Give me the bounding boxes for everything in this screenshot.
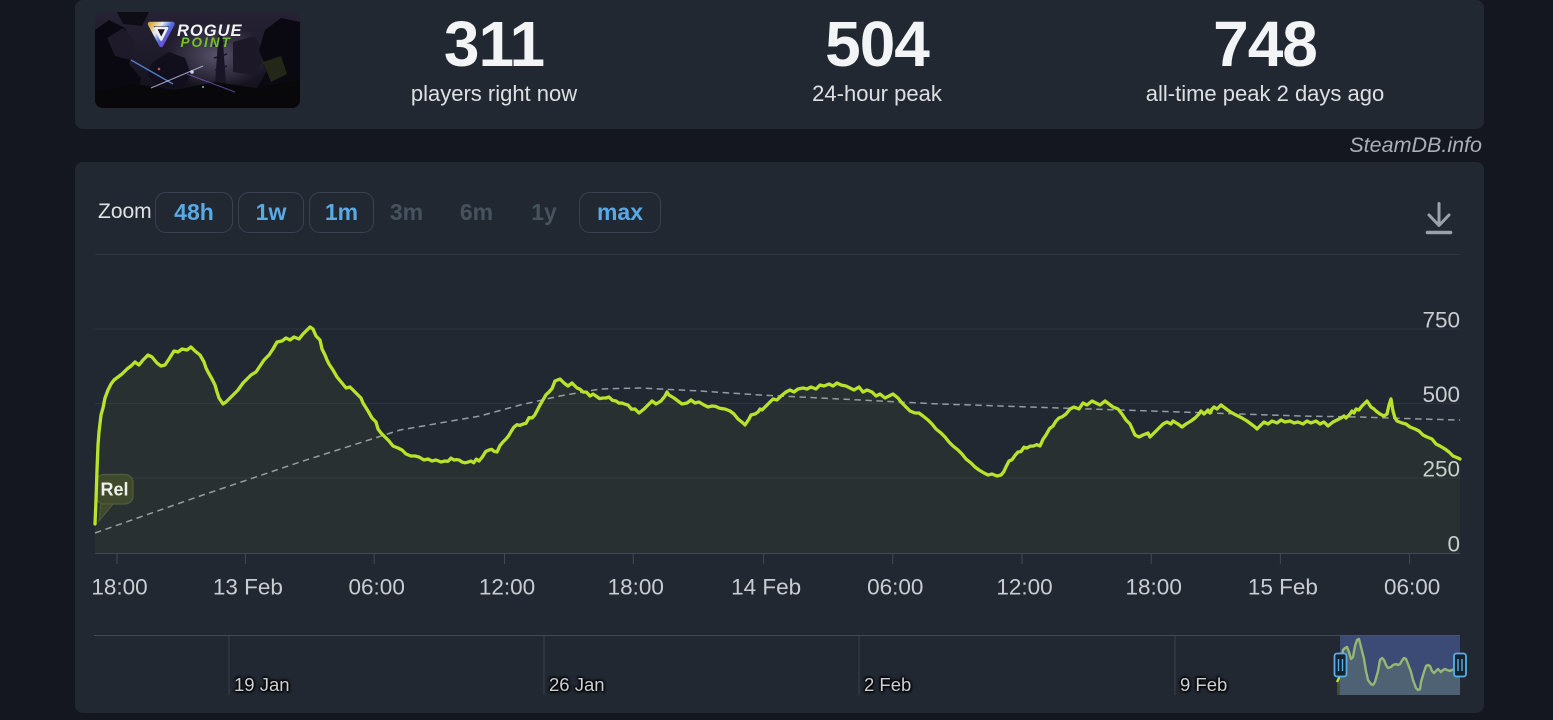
svg-text:13 Feb: 13 Feb xyxy=(213,575,283,600)
svg-text:250: 250 xyxy=(1422,457,1460,482)
svg-text:POINT: POINT xyxy=(181,35,232,50)
svg-text:750: 750 xyxy=(1422,308,1460,333)
svg-text:9 Feb: 9 Feb xyxy=(1180,674,1227,695)
svg-text:06:00: 06:00 xyxy=(867,575,923,600)
svg-text:2 Feb: 2 Feb xyxy=(864,674,911,695)
svg-text:14 Feb: 14 Feb xyxy=(731,575,801,600)
svg-text:19 Jan: 19 Jan xyxy=(234,674,290,695)
svg-text:12:00: 12:00 xyxy=(996,575,1052,600)
svg-text:0: 0 xyxy=(1447,532,1460,557)
svg-text:26 Jan: 26 Jan xyxy=(549,674,605,695)
svg-text:06:00: 06:00 xyxy=(1384,575,1440,600)
svg-text:18:00: 18:00 xyxy=(1126,575,1182,600)
svg-text:18:00: 18:00 xyxy=(608,575,664,600)
svg-text:15 Feb: 15 Feb xyxy=(1248,575,1318,600)
svg-text:ROGUE: ROGUE xyxy=(177,22,243,40)
svg-text:12:00: 12:00 xyxy=(479,575,535,600)
svg-text:18:00: 18:00 xyxy=(91,575,147,600)
svg-text:06:00: 06:00 xyxy=(349,575,405,600)
svg-text:500: 500 xyxy=(1422,382,1460,407)
svg-text:Rel: Rel xyxy=(100,480,128,500)
